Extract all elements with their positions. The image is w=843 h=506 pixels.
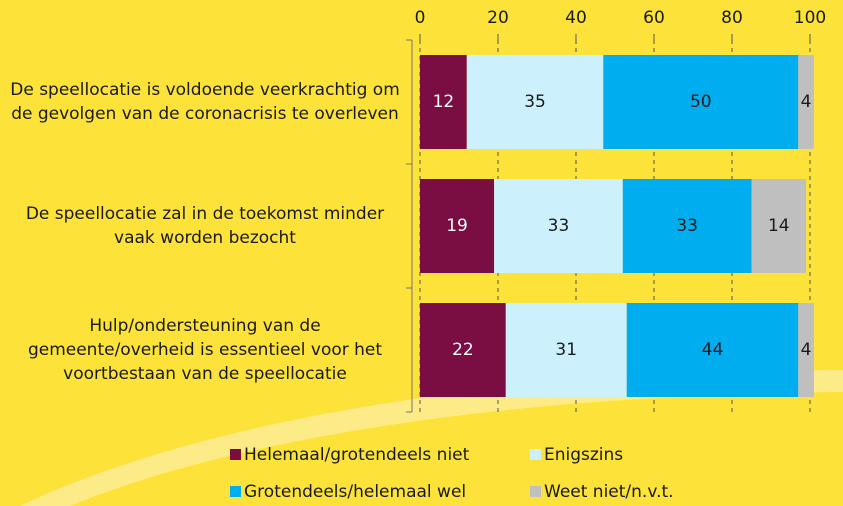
category-label: Hulp/ondersteuning van de gemeente/overh… [10, 314, 400, 386]
chart: 0204060801001235504193333142231444Helema… [0, 0, 843, 506]
category-label: De speellocatie is voldoende veerkrachti… [10, 78, 400, 126]
x-tick-label: 100 [794, 8, 826, 28]
data-label: 31 [555, 340, 577, 360]
data-label: 33 [676, 216, 698, 236]
page: 0204060801001235504193333142231444Helema… [0, 0, 843, 506]
data-label: 4 [801, 92, 812, 112]
x-tick-label: 0 [415, 8, 426, 28]
legend-swatch [530, 486, 541, 497]
legend-label: Grotendeels/helemaal wel [244, 482, 466, 502]
legend-label: Weet niet/n.v.t. [544, 482, 674, 502]
legend-swatch [230, 449, 241, 460]
data-label: 12 [433, 92, 455, 112]
category-label: De speellocatie zal in de toekomst minde… [10, 202, 400, 250]
data-label: 14 [768, 216, 790, 236]
data-label: 33 [548, 216, 570, 236]
data-label: 44 [702, 340, 724, 360]
x-tick-label: 20 [487, 8, 509, 28]
legend-label: Helemaal/grotendeels niet [244, 445, 470, 465]
data-label: 50 [690, 92, 712, 112]
data-label: 4 [801, 340, 812, 360]
x-tick-label: 80 [721, 8, 743, 28]
legend-swatch [230, 486, 241, 497]
legend-swatch [530, 449, 541, 460]
data-label: 22 [452, 340, 474, 360]
x-tick-label: 60 [643, 8, 665, 28]
x-tick-label: 40 [565, 8, 587, 28]
data-label: 19 [446, 216, 468, 236]
legend-label: Enigszins [544, 445, 623, 465]
data-label: 35 [524, 92, 546, 112]
